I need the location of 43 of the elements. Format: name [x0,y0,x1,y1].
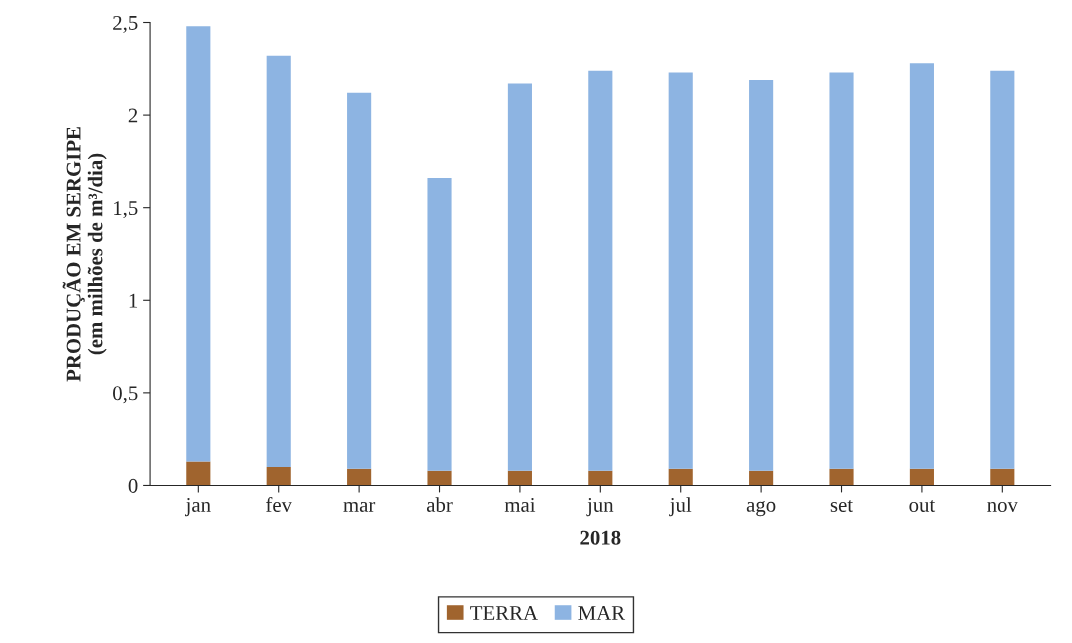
bar [588,70,613,471]
bar [186,26,211,462]
x-tick-label: fev [266,497,293,512]
x-tick-label: abr [426,497,453,512]
bar [909,468,934,486]
bar [507,83,532,471]
y-tick-label: 1,5 [114,201,138,219]
x-tick-label: ago [746,500,776,517]
bar [347,468,372,486]
bar [588,470,613,486]
x-tick-label: jan [184,497,211,517]
y-tick-label: 1 [129,293,138,308]
bar [266,466,291,486]
bar [427,178,452,471]
x-tick-label: nov [987,501,1018,512]
bar [347,92,372,469]
bar [829,72,854,469]
y-axis-title: PRODUÇÃO EM SERGIPE (em milhões de m³/dia) [62,127,107,382]
bar [990,70,1015,469]
x-tick-label: jun [586,497,614,517]
bar [909,63,934,469]
x-tick-label: jul [669,497,692,517]
x-tick-label: out [909,500,936,512]
bar [507,470,532,486]
y-tick-label: 2,5 [113,15,138,33]
x-tick-label: mai [504,497,536,512]
y-tick-label: 0 [128,478,138,493]
bar [266,55,291,467]
legend-label: MAR [578,606,626,620]
bar [749,470,774,486]
bar [668,72,693,469]
bar [668,468,693,486]
x-axis-title: 2018 [580,530,621,545]
x-tick-label: mar [343,501,376,512]
y-tick-label: 0,5 [113,386,138,404]
bar [186,461,211,486]
y-tick-label: 2 [128,108,138,123]
legend-label: TERRA [470,606,538,620]
x-tick-label: set [830,500,853,512]
bar [749,79,774,471]
bar [427,470,452,486]
bar [990,468,1015,486]
bar [829,468,854,486]
